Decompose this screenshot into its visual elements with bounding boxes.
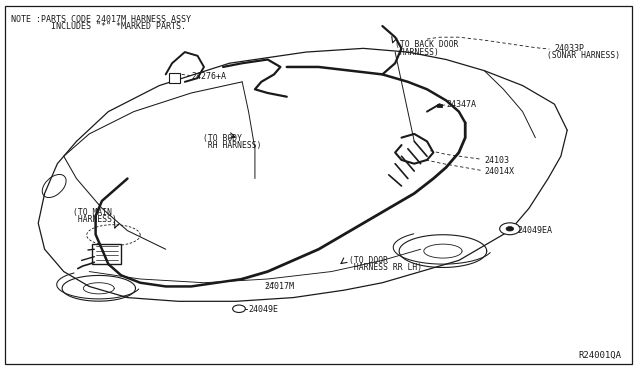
Text: HARNESS): HARNESS) — [74, 215, 117, 224]
Text: 24347A: 24347A — [446, 100, 476, 109]
Text: (TO DOOR: (TO DOOR — [349, 256, 388, 265]
Text: 24276+A: 24276+A — [191, 72, 226, 81]
Text: 24014X: 24014X — [484, 167, 515, 176]
Circle shape — [506, 227, 514, 231]
Text: INCLUDES "*" *MARKED PARTS.: INCLUDES "*" *MARKED PARTS. — [12, 22, 186, 31]
Text: (TO BACK DOOR: (TO BACK DOOR — [395, 40, 458, 49]
Text: 24103: 24103 — [484, 156, 509, 165]
Circle shape — [232, 305, 245, 312]
Text: 24049EA: 24049EA — [518, 226, 552, 235]
Bar — [436, 104, 442, 107]
Text: 24049E: 24049E — [248, 305, 278, 314]
Text: (TO MAIN: (TO MAIN — [74, 208, 112, 217]
Text: 24033P: 24033P — [554, 44, 584, 53]
Text: NOTE :PARTS CODE 24017M HARNESS ASSY: NOTE :PARTS CODE 24017M HARNESS ASSY — [12, 15, 191, 24]
Text: RH HARNESS): RH HARNESS) — [203, 141, 261, 150]
Text: HARNESS): HARNESS) — [395, 48, 439, 57]
Text: (SONAR HARNESS): (SONAR HARNESS) — [547, 51, 620, 60]
Circle shape — [500, 223, 520, 235]
Text: (TO BODY: (TO BODY — [203, 134, 242, 143]
Bar — [92, 244, 121, 264]
Bar — [169, 73, 180, 83]
Text: R24001QA: R24001QA — [579, 351, 621, 360]
Text: 24017M: 24017M — [264, 282, 294, 291]
Text: HARNESS RR LH): HARNESS RR LH) — [349, 263, 422, 272]
